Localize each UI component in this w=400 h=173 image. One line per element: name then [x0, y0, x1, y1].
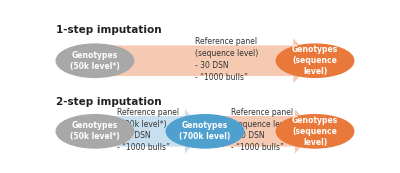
Circle shape: [56, 115, 134, 148]
Text: Genotypes
(50k level*): Genotypes (50k level*): [70, 51, 120, 71]
Text: Reference panel
(700k level*)
- 30 DSN
- “1000 bulls”: Reference panel (700k level*) - 30 DSN -…: [116, 108, 179, 152]
Text: Reference panel
(sequence level)
- 30 DSN
- “1000 bulls”: Reference panel (sequence level) - 30 DS…: [195, 37, 258, 82]
Circle shape: [166, 115, 244, 148]
Circle shape: [56, 44, 134, 77]
Text: Genotypes
(50k level*): Genotypes (50k level*): [70, 121, 120, 141]
Text: Genotypes
(700k level): Genotypes (700k level): [179, 121, 231, 141]
Polygon shape: [205, 109, 315, 153]
Text: Reference panel
(sequence level)
- 30 DSN
- “1000 bulls”: Reference panel (sequence level) - 30 DS…: [231, 108, 294, 152]
Text: 1-step imputation: 1-step imputation: [56, 25, 162, 35]
Text: Genotypes
(sequence
level): Genotypes (sequence level): [292, 45, 338, 76]
Polygon shape: [95, 39, 315, 83]
Text: Genotypes
(sequence
level): Genotypes (sequence level): [292, 116, 338, 147]
Text: 2-step imputation: 2-step imputation: [56, 97, 162, 107]
Circle shape: [276, 44, 354, 77]
Circle shape: [276, 115, 354, 148]
Polygon shape: [95, 109, 205, 153]
